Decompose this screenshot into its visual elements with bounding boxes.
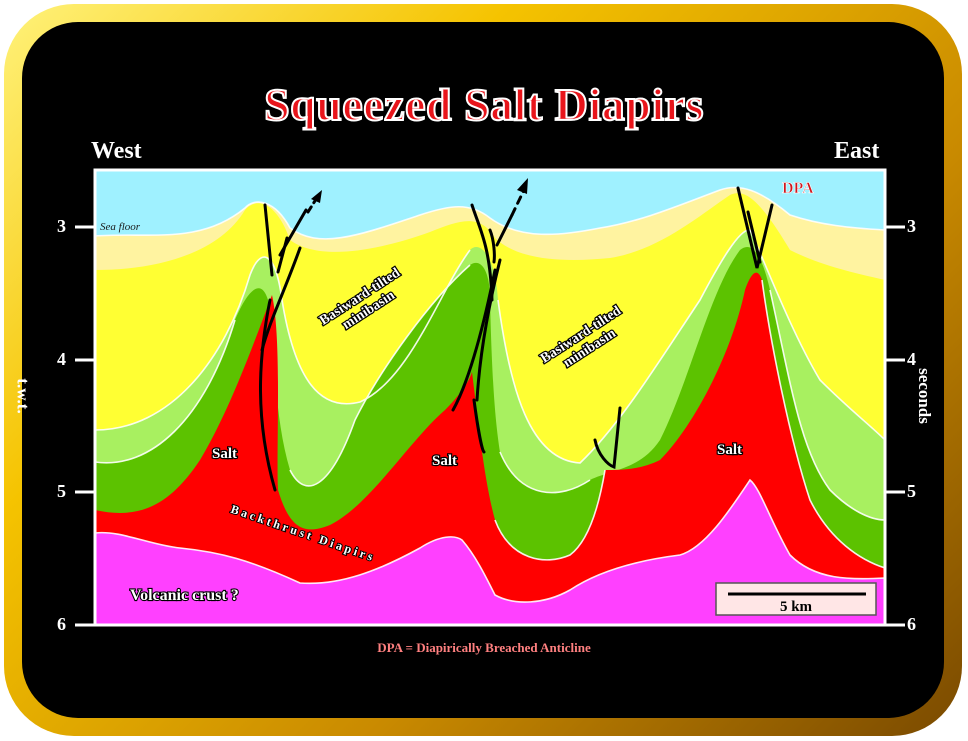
tick-right-5: 5 — [907, 481, 916, 501]
fault-line — [488, 228, 496, 264]
fault-line — [746, 210, 762, 264]
tick-left-6: 6 — [57, 614, 66, 634]
tick-left-5: 5 — [57, 481, 66, 501]
salt-label-3: Salt — [717, 442, 742, 458]
fault-line — [736, 186, 774, 269]
salt-label-1: Salt — [212, 446, 237, 462]
salt-layer — [95, 272, 885, 625]
scale-label: 5 km — [780, 599, 813, 615]
right-axis-label: seconds — [914, 368, 934, 424]
scale-box — [715, 582, 877, 616]
east-label: East — [834, 138, 880, 164]
arrow-head-icon — [517, 178, 528, 194]
fault-line — [475, 258, 502, 402]
dpa-label: DPA — [782, 180, 814, 197]
tick-left-4: 4 — [57, 349, 66, 369]
sea-floor-label: Sea floor — [100, 221, 141, 233]
tick-right-3: 3 — [907, 216, 916, 236]
arrow-shaft — [510, 188, 526, 217]
fault-line — [451, 268, 497, 412]
left-axis-label: t.w.t. — [13, 378, 33, 414]
diagram-title: Squeezed Salt Diapirs — [263, 78, 704, 131]
fault-line — [593, 406, 622, 470]
tick-right-4: 4 — [907, 349, 916, 369]
tick-right-6: 6 — [907, 614, 916, 634]
fault-line — [259, 298, 277, 492]
section-border — [93, 168, 887, 627]
fault-line — [263, 203, 274, 277]
west-label: West — [91, 138, 142, 164]
salt-label-2: Salt — [432, 453, 457, 469]
fault-line — [495, 213, 514, 247]
volcanic-crust-label: Volcanic crust ? — [130, 587, 239, 604]
fault-line — [472, 398, 486, 454]
fault-line — [278, 208, 308, 257]
tick-left-3: 3 — [57, 216, 66, 236]
arrow-head-icon — [311, 190, 322, 203]
volcanic-layer — [95, 480, 885, 625]
footnote: DPA = Diapirically Breached Anticline — [377, 640, 591, 655]
